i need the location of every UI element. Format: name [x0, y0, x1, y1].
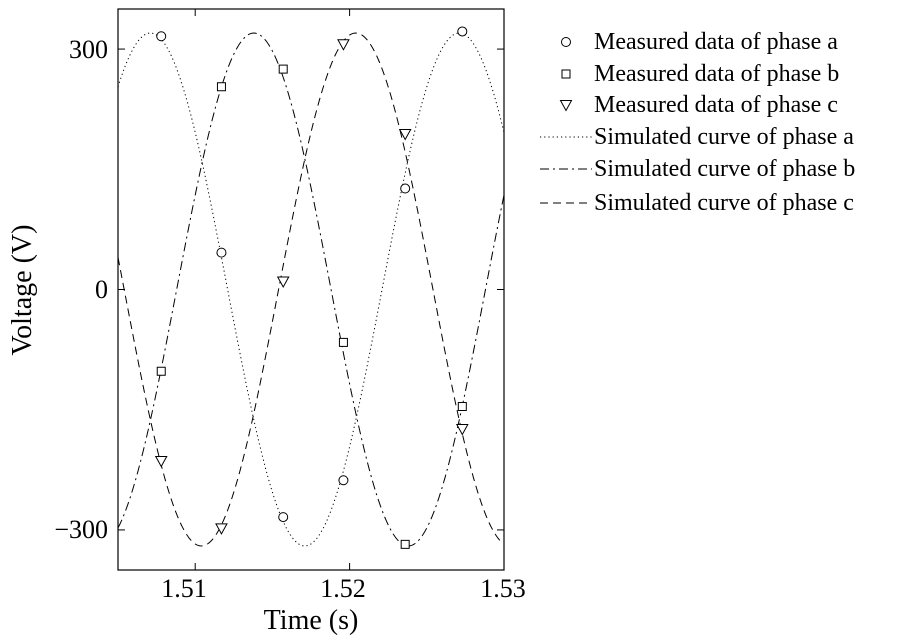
plot-frame [117, 8, 505, 571]
legend-label: Simulated curve of phase c [594, 190, 854, 216]
data-point [216, 82, 226, 92]
legend-label: Measured data of phase a [594, 29, 838, 55]
legend-symbol [559, 100, 573, 112]
y-tick-label: −300 [54, 515, 108, 544]
simulated-curve [118, 32, 504, 547]
legend-label: Simulated curve of phase b [594, 156, 855, 182]
data-point [215, 523, 228, 535]
x-tick-label: 1.52 [320, 574, 366, 603]
data-point [276, 276, 290, 289]
measured-markers [154, 26, 469, 549]
data-point [156, 366, 166, 376]
y-tick-label: 0 [95, 275, 108, 304]
data-point [154, 456, 168, 468]
x-tick-label: 1.53 [480, 574, 526, 603]
simulated-curves [118, 32, 504, 547]
x-tick-label: 1.51 [161, 574, 207, 603]
data-point [457, 26, 468, 37]
data-point [278, 64, 288, 74]
data-point [156, 31, 167, 42]
legend: Measured data of phase a Measured data o… [540, 29, 855, 216]
data-point [278, 512, 289, 523]
legend-symbol [561, 37, 571, 47]
data-point [457, 402, 467, 412]
legend-label: Measured data of phase b [594, 61, 839, 87]
x-axis-title: Time (s) [264, 605, 359, 636]
legend-label: Measured data of phase c [594, 92, 838, 118]
axis-ticks [118, 9, 505, 570]
data-point [337, 39, 350, 51]
data-point [400, 539, 410, 549]
legend-label: Simulated curve of phase a [594, 124, 854, 150]
y-axis-title: Voltage (V) [7, 225, 38, 356]
data-point [338, 475, 349, 486]
data-point [455, 423, 469, 436]
simulated-curve [118, 32, 504, 547]
data-point [398, 129, 412, 141]
y-tick-label: 300 [69, 35, 108, 64]
simulated-curve [118, 32, 504, 547]
data-point [216, 247, 227, 258]
legend-symbol [561, 69, 571, 79]
data-point [400, 183, 411, 194]
data-point [338, 337, 348, 347]
